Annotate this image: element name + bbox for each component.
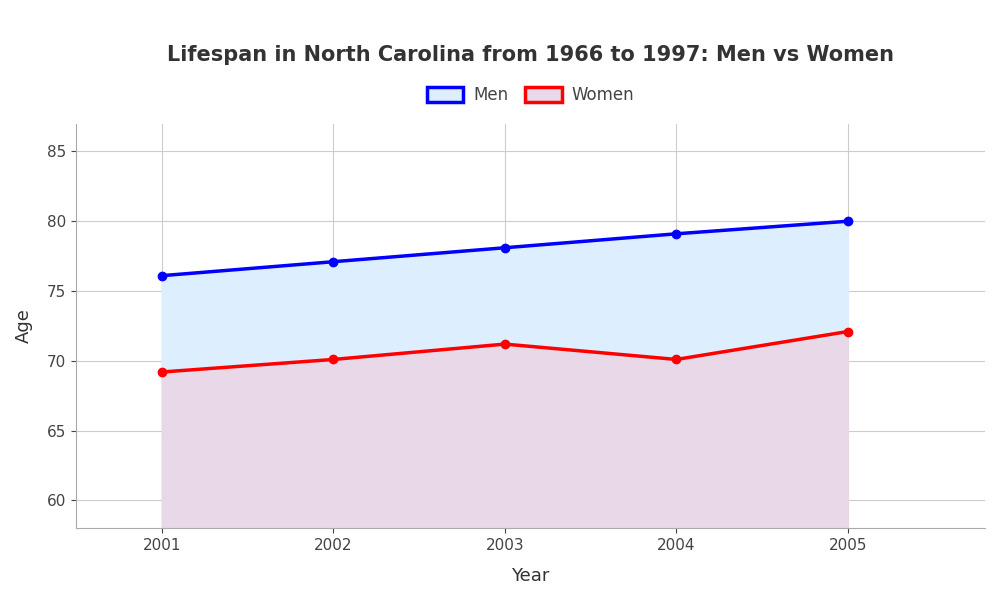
- Y-axis label: Age: Age: [15, 308, 33, 343]
- Title: Lifespan in North Carolina from 1966 to 1997: Men vs Women: Lifespan in North Carolina from 1966 to …: [167, 45, 894, 65]
- Legend: Men, Women: Men, Women: [420, 79, 641, 110]
- X-axis label: Year: Year: [511, 567, 550, 585]
